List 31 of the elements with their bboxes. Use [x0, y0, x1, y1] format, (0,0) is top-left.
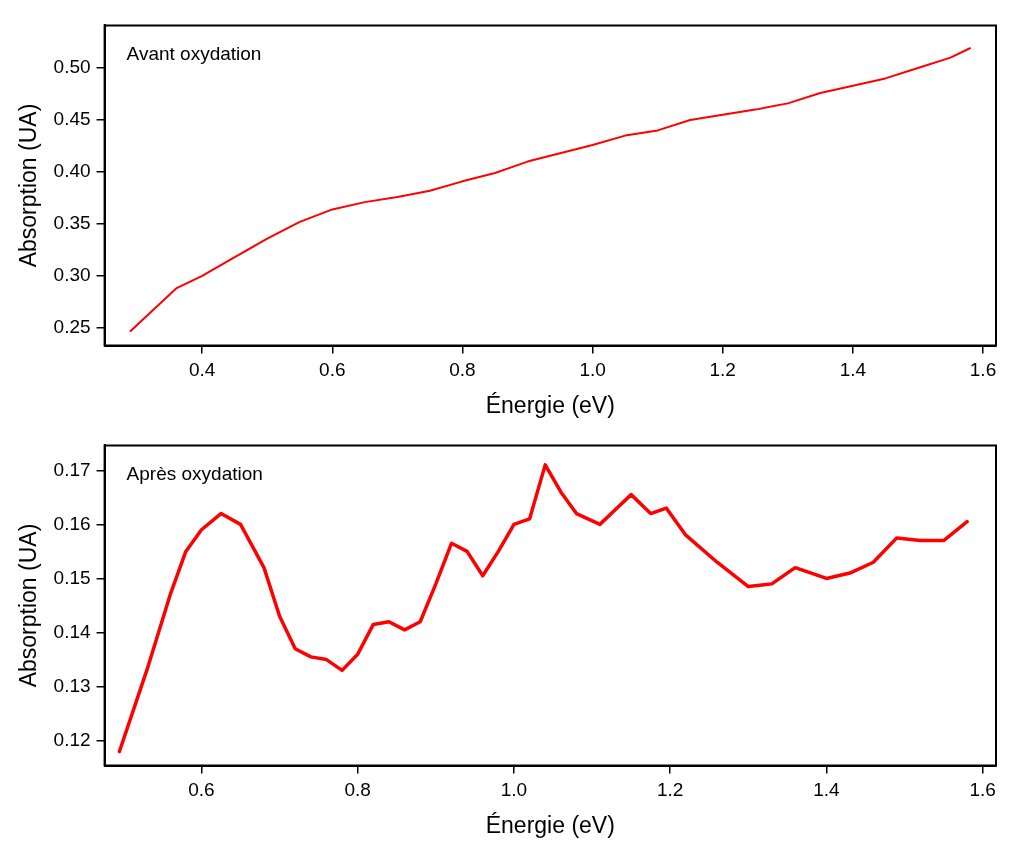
annotation: Avant oxydation — [126, 43, 262, 65]
y-tick-label: 0.45 — [53, 108, 91, 130]
y-tick-label: 0.35 — [53, 212, 91, 234]
y-tick-label: 0.30 — [53, 264, 91, 286]
annotation: Après oxydation — [126, 463, 263, 485]
y-tick-label: 0.40 — [53, 160, 91, 182]
y-axis-title: Absorption (UA) — [15, 523, 42, 688]
y-tick-label: 0.16 — [53, 512, 91, 534]
x-axis-title: Énergie (eV) — [485, 811, 615, 838]
x-tick-label: 0.6 — [319, 359, 346, 381]
x-tick-label: 1.4 — [813, 779, 841, 801]
y-tick-label: 0.50 — [53, 56, 91, 78]
x-tick-label: 1.2 — [657, 779, 684, 801]
x-tick-label: 0.4 — [188, 359, 216, 381]
y-tick-label: 0.15 — [53, 566, 91, 588]
x-tick-label: 1.6 — [969, 359, 997, 381]
y-tick-label: 0.25 — [53, 316, 91, 338]
y-axis-title: Absorption (UA) — [15, 103, 42, 268]
y-tick-label: 0.14 — [53, 620, 92, 642]
x-tick-label: 1.0 — [500, 779, 528, 801]
x-tick-label: 1.2 — [709, 359, 736, 381]
x-tick-label: 1.4 — [839, 359, 867, 381]
x-tick-label: 0.8 — [344, 779, 371, 801]
y-tick-label: 0.17 — [53, 458, 91, 480]
x-tick-label: 1.0 — [579, 359, 606, 381]
y-tick-label: 0.13 — [53, 674, 91, 696]
x-tick-label: 0.8 — [449, 359, 476, 381]
x-tick-label: 1.6 — [969, 779, 996, 801]
x-axis-title: Énergie (eV) — [485, 391, 615, 418]
x-tick-label: 0.6 — [188, 779, 215, 801]
y-tick-label: 0.12 — [53, 728, 91, 750]
